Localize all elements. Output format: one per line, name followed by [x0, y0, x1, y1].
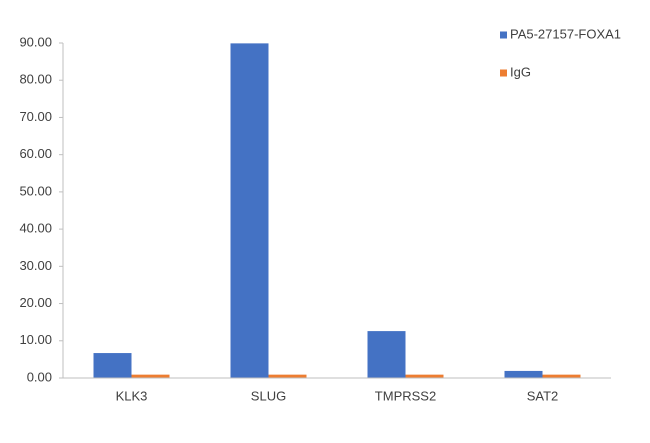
- x-tick-label: SLUG: [251, 388, 286, 403]
- y-tick-label: 10.00: [19, 332, 52, 347]
- x-tick-label: TMPRSS2: [375, 388, 436, 403]
- x-tick-label: KLK3: [116, 388, 148, 403]
- y-tick-label: 0.00: [27, 369, 52, 384]
- y-tick-label: 50.00: [19, 183, 52, 198]
- bar: [93, 353, 132, 378]
- bar: [230, 43, 269, 378]
- legend-label: PA5-27157-FOXA1: [510, 26, 621, 41]
- y-tick-label: 60.00: [19, 146, 52, 161]
- y-tick-label: 30.00: [19, 258, 52, 273]
- bar: [405, 374, 444, 378]
- y-tick-label: 90.00: [19, 34, 52, 49]
- legend-label: IgG: [510, 64, 531, 79]
- legend-swatch: [500, 31, 507, 39]
- bar: [504, 370, 543, 378]
- y-tick-label: 40.00: [19, 221, 52, 236]
- bar: [268, 374, 307, 378]
- bar: [131, 374, 170, 378]
- legend-swatch: [500, 69, 507, 77]
- bar: [542, 374, 581, 378]
- y-tick-label: 80.00: [19, 72, 52, 87]
- y-tick-label: 70.00: [19, 109, 52, 124]
- x-tick-label: SAT2: [527, 388, 559, 403]
- y-tick-label: 20.00: [19, 295, 52, 310]
- bar: [367, 331, 406, 378]
